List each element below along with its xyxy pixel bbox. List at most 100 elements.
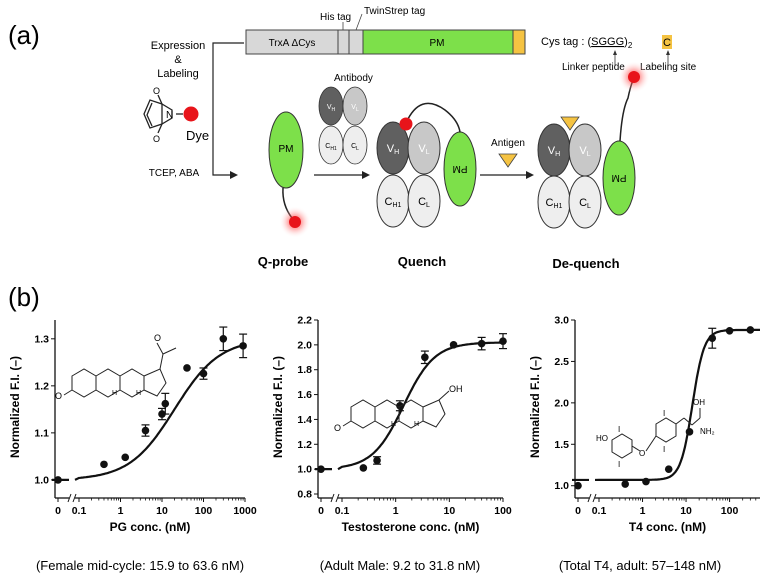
y-tick-label: 0.8 (297, 489, 312, 501)
qprobe-pm-label: PM (279, 144, 294, 155)
data-point (664, 465, 673, 473)
twinstrep-tag-label: TwinStrep tag (364, 6, 425, 17)
x-axis-title: T4 conc. (nM) (629, 520, 706, 534)
axis-break-mark (587, 493, 592, 503)
antigen-label: Antigen (491, 138, 525, 149)
maleimide-dye-structure (143, 94, 173, 134)
t-h-1: H (391, 421, 396, 428)
svg-text:CL: CL (351, 143, 359, 152)
cys-c-box (662, 35, 672, 49)
data-point (317, 465, 325, 473)
dequench-complex (537, 123, 636, 229)
state-dequench-label: De-quench (552, 256, 619, 271)
data-point (574, 481, 582, 490)
data-point (54, 476, 62, 484)
t-h-2: H (414, 421, 419, 428)
antibody-label: Antibody (334, 73, 373, 84)
y-tick-label: 2.0 (554, 397, 569, 409)
panel-b-letter: (b) (8, 282, 40, 312)
axis-break-mark (67, 493, 72, 503)
x-tick-label: 0 (55, 505, 61, 517)
reagent-label: TCEP, ABA (149, 168, 200, 179)
dye-label: Dye (186, 128, 209, 143)
caption-pg: (Female mid-cycle: 15.9 to 63.6 nM) (36, 558, 244, 573)
data-point (499, 337, 507, 345)
x-tick-label: 0 (575, 505, 581, 517)
oxygen-bottom: O (153, 134, 160, 144)
svg-text:VL: VL (351, 104, 359, 113)
process-bracket (212, 42, 244, 176)
caption-testosterone: (Adult Male: 9.2 to 31.8 nM) (320, 558, 480, 573)
x-tick-label: 100 (721, 505, 739, 517)
y-tick-label: 1.4 (297, 414, 312, 426)
data-point (642, 477, 650, 486)
svg-text:VL: VL (579, 145, 590, 158)
svg-text:VL: VL (418, 143, 429, 156)
arrow-2 (526, 171, 534, 179)
dye-dot (183, 106, 199, 122)
data-point (373, 456, 381, 465)
t4-i-1: I (618, 425, 620, 434)
x-tick-label: 10 (680, 505, 692, 517)
pg-oxygen-2: O (55, 391, 62, 401)
x-tick-label: 10 (443, 505, 455, 517)
data-point (141, 426, 150, 435)
labeling-label: Labeling (157, 68, 199, 80)
t4-i-3: I (663, 409, 665, 418)
pm-construct-label: PM (430, 38, 445, 49)
x-tick-label: 0 (318, 505, 324, 517)
axis-break-mark (335, 493, 340, 503)
y-tick-label: 2.5 (554, 356, 569, 368)
data-point (449, 341, 458, 349)
antibody-free (318, 86, 368, 165)
progesterone-structure (63, 342, 177, 398)
quench-complex (376, 121, 477, 228)
nitrogen-label: N (166, 110, 173, 121)
x-tick-label: 1 (640, 505, 646, 517)
svg-text:CL: CL (418, 196, 430, 209)
dequench-pm-label: PM (612, 172, 627, 183)
data-point (161, 399, 170, 408)
testosterone-oh: OH (449, 384, 463, 394)
state-qprobe-label: Q-probe (258, 254, 309, 269)
trxa-label: TrxA ΔCys (269, 38, 316, 49)
y-axis-title: Normalized F.I. (–) (271, 356, 285, 458)
linker-peptide-label: Linker peptide (562, 62, 625, 73)
y-tick-label: 1.0 (34, 474, 49, 486)
data-point (725, 326, 734, 335)
qprobe-pm (268, 111, 304, 189)
labeling-site-label: Labeling site (640, 62, 697, 73)
y-tick-label: 1.5 (554, 439, 569, 451)
y-tick-label: 1.2 (297, 439, 312, 451)
x-tick-label: 0.1 (335, 505, 350, 517)
axis-break-mark (330, 493, 335, 503)
ampersand-label: & (174, 54, 182, 66)
x-tick-label: 1000 (233, 505, 257, 517)
data-point (239, 342, 247, 350)
t4-i-4: I (663, 445, 665, 454)
x-tick-label: 100 (195, 505, 213, 517)
y-tick-label: 2.0 (297, 339, 312, 351)
y-axis-title: Normalized F.I. (–) (528, 356, 542, 458)
dequench-dye (628, 71, 640, 83)
y-tick-label: 1.6 (297, 389, 312, 401)
axis-break-mark (72, 493, 77, 503)
arrow-1 (362, 171, 370, 179)
t4-oh: OH (693, 398, 705, 407)
data-point (359, 464, 368, 472)
svg-text:CH1: CH1 (325, 143, 337, 152)
qprobe-dye (289, 216, 301, 228)
quench-dye (399, 117, 413, 131)
testosterone-structure (342, 390, 450, 429)
panel-a-letter: (a) (8, 20, 40, 50)
pg-oxygen-1: O (154, 333, 161, 343)
state-quench-label: Quench (398, 254, 446, 269)
data-point (100, 460, 108, 469)
process-arrowhead (230, 171, 238, 179)
y-tick-label: 1.1 (34, 427, 49, 439)
pg-h-2: H (136, 390, 141, 397)
y-tick-label: 3.0 (554, 315, 569, 327)
y-tick-label: 2.2 (297, 315, 312, 327)
svg-text:VH: VH (327, 104, 336, 113)
